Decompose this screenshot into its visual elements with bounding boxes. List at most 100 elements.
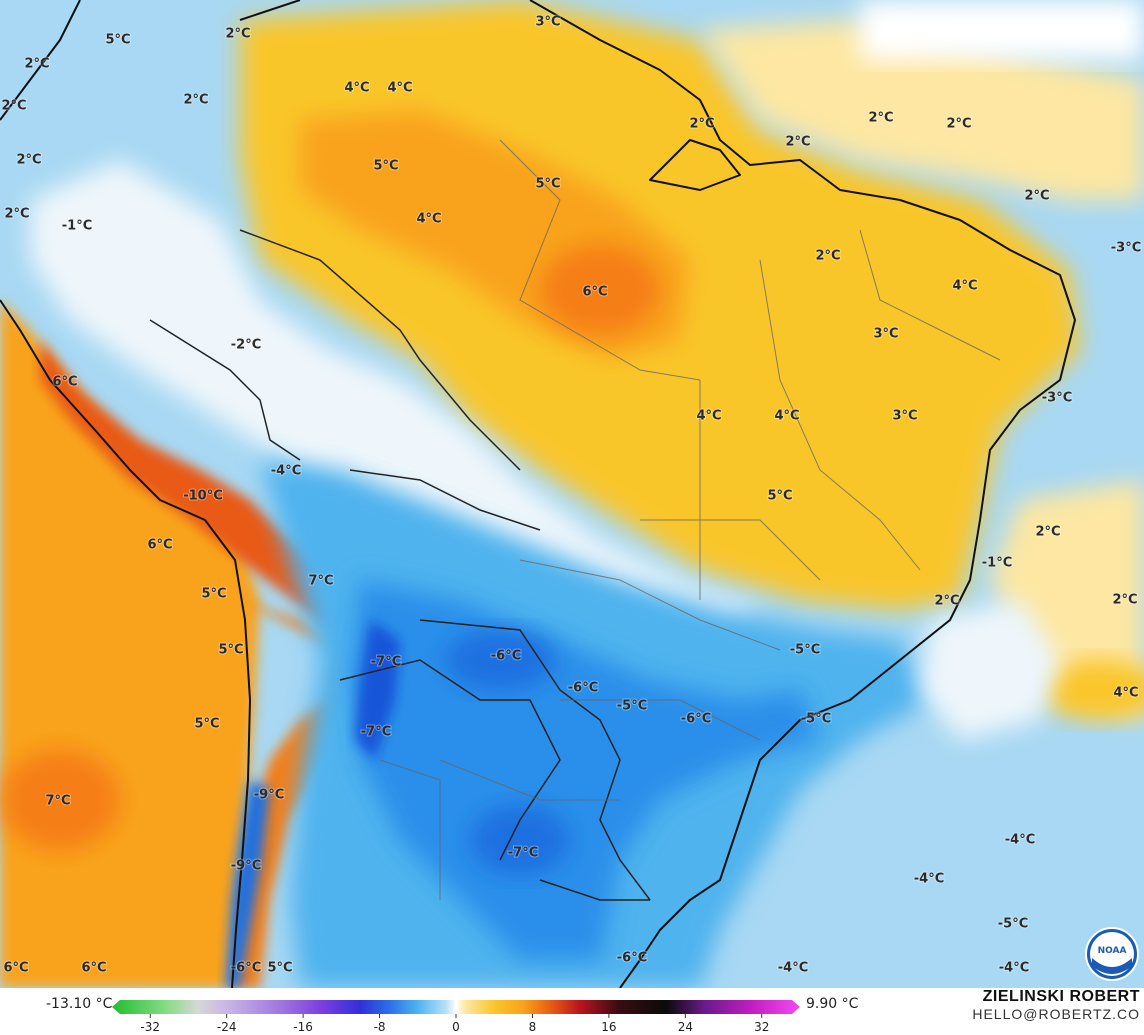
temperature-label: 5°C [194,717,219,732]
temperature-label: 3°C [873,327,898,342]
temperature-label: 5°C [218,643,243,658]
temperature-label: -6°C [617,951,647,966]
temperature-label: 4°C [774,409,799,424]
temperature-label: -9°C [254,788,284,803]
temperature-label: 2°C [16,153,41,168]
temperature-label: -10°C [183,489,223,504]
temperature-label: 5°C [201,587,226,602]
temperature-label: 2°C [815,249,840,264]
temperature-label: 4°C [387,81,412,96]
temperature-label: 5°C [105,33,130,48]
field-atlantic-pale [990,480,1144,720]
temperature-label: 2°C [1112,593,1137,608]
color-scale: -32 -24 -16 -8 0 8 16 24 32 [112,1000,800,1034]
temperature-label: 2°C [946,117,971,132]
temperature-label: -4°C [999,961,1029,976]
temperature-label: 6°C [582,285,607,300]
temperature-label: 4°C [416,212,441,227]
temperature-label: -9°C [231,859,261,874]
color-scale-ticks: -32 -24 -16 -8 0 8 16 24 32 [140,1014,769,1034]
scale-tick-label: -8 [374,1020,386,1034]
field-atlantic-yellow [1040,660,1144,720]
scale-tick-label: -16 [293,1020,313,1034]
noaa-logo: NOAA [1085,927,1139,981]
temperature-label: -5°C [790,643,820,658]
temperature-label: -7°C [361,725,391,740]
temperature-label: 4°C [1113,686,1138,701]
temperature-label: 4°C [696,409,721,424]
credit-name: ZIELINSKI ROBERT [982,988,1140,1005]
logo-text: NOAA [1098,946,1127,956]
temperature-label: 6°C [52,375,77,390]
field-andes-hot [40,340,360,640]
temperature-label: 2°C [868,111,893,126]
country-borders [149,229,651,901]
temperature-label: -4°C [778,961,808,976]
temperature-label: 6°C [81,961,106,976]
temperature-label: -3°C [1042,391,1072,406]
scale-tick-label: 8 [529,1020,537,1034]
temperature-label: 2°C [1024,189,1049,204]
temperature-label: -6°C [231,961,261,976]
temperature-label: 5°C [373,159,398,174]
temperature-label: 2°C [4,207,29,222]
temperature-label: 4°C [952,279,977,294]
temperature-label: -7°C [508,846,538,861]
temperature-label: 5°C [767,489,792,504]
temperature-label: -1°C [982,556,1012,571]
temperature-labels: 2°C 2°C 5°C 2°C 2°C 2°C 2°C -1°C 4°C 4°C 3°C 5°C 5°C… [0,14,1142,977]
temperature-label: -2°C [231,338,261,353]
temperature-label: -5°C [998,917,1028,932]
temperature-label: 2°C [225,27,250,42]
temperature-label: 3°C [535,15,560,30]
temperature-label: 4°C [344,81,369,96]
legend-min-label: -13.10 °C [46,996,113,1012]
scale-tick-label: 16 [601,1020,616,1034]
temperature-label: 5°C [535,177,560,192]
temperature-label: 7°C [45,794,70,809]
temperature-label: 2°C [934,594,959,609]
temperature-label: 6°C [147,538,172,553]
temperature-label: -6°C [491,649,521,664]
scale-tick-label: 24 [678,1020,693,1034]
temperature-label: -5°C [617,699,647,714]
temperature-label: 3°C [892,409,917,424]
credit-email: HELLO@ROBERTZ.CO [972,1006,1140,1022]
temperature-label: 2°C [1,99,26,114]
temperature-label: -4°C [914,872,944,887]
temperature-label: -1°C [62,219,92,234]
temperature-label: -6°C [681,712,711,727]
field-cold-deep-3 [445,630,555,690]
field-west-neutral [30,160,760,640]
field-amazon-core [540,245,660,335]
temperature-label: 2°C [183,93,208,108]
coastlines [0,0,1076,988]
field-pacific-hot [0,750,120,850]
field-chile-cold [226,780,270,988]
temperature-label: -6°C [568,681,598,696]
color-scale-bar [112,1000,800,1014]
legend-max-label: 9.90 °C [806,996,859,1012]
scale-tick-label: 0 [452,1020,460,1034]
field-cold-deep-2 [470,805,570,875]
temperature-label: 2°C [1035,525,1060,540]
field-andes-south [230,600,360,988]
field-cold-deep [355,620,400,760]
scale-tick-label: 32 [754,1020,769,1034]
state-borders [379,139,1001,900]
temperature-label: 7°C [308,574,333,589]
temperature-anomaly-map: 2°C 2°C 5°C 2°C 2°C 2°C 2°C -1°C 4°C 4°C 3°C 5°C 5°C… [0,0,1144,988]
temperature-label: 2°C [785,135,810,150]
field-atlantic-white [920,600,1060,740]
temperature-label: -4°C [1005,833,1035,848]
temperature-label: -5°C [801,712,831,727]
temperature-label: -7°C [371,655,401,670]
temperature-label: 2°C [689,117,714,132]
temperature-label: 5°C [267,961,292,976]
temperature-label: -4°C [271,464,301,479]
temperature-label: 2°C [24,57,49,72]
field-north-pale [700,20,1144,200]
scale-tick-label: -24 [217,1020,237,1034]
temperature-label: -3°C [1111,241,1141,256]
scale-tick-label: -32 [140,1020,160,1034]
